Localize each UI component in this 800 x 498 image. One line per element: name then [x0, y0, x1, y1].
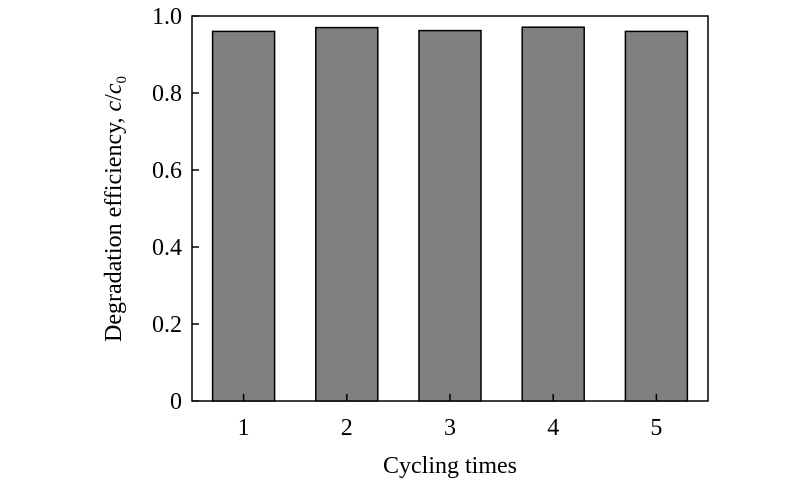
y-axis-title-subscript: 0: [114, 76, 130, 84]
y-axis-ticks: 0 0.2 0.4 0.6 0.8 1.0: [152, 4, 199, 415]
x-axis-ticks: 1 2 3 4 5: [238, 394, 662, 441]
x-tick-label: 3: [444, 415, 456, 441]
bar-cycle-4: [521, 26, 585, 402]
x-tick-label: 2: [341, 415, 353, 441]
y-tick-label: 0.6: [152, 158, 182, 184]
y-axis-title-prefix: Degradation efficiency,: [101, 111, 127, 342]
bar-cycle-2: [315, 26, 379, 402]
x-tick-label: 1: [238, 415, 250, 441]
bar-cycle-3: [418, 29, 482, 402]
x-axis-title: Cycling times: [383, 453, 517, 479]
y-tick-label: 0.4: [152, 235, 182, 261]
y-axis-title-slash: /: [101, 94, 127, 101]
y-axis-title: Degradation efficiency, c/c0: [101, 76, 130, 342]
bar-cycle-1: [211, 30, 276, 402]
bar-cycle-5: [624, 30, 689, 402]
y-tick-label: 0: [170, 389, 182, 415]
y-axis-title-c: c: [101, 100, 127, 111]
y-axis-title-c0: c: [101, 83, 127, 94]
x-tick-label: 5: [650, 415, 662, 441]
bars-group: [211, 26, 689, 402]
x-tick-label: 4: [547, 415, 559, 441]
y-tick-label: 0.2: [152, 312, 182, 338]
y-tick-label: 0.8: [152, 81, 182, 107]
y-tick-label: 1.0: [152, 4, 182, 30]
